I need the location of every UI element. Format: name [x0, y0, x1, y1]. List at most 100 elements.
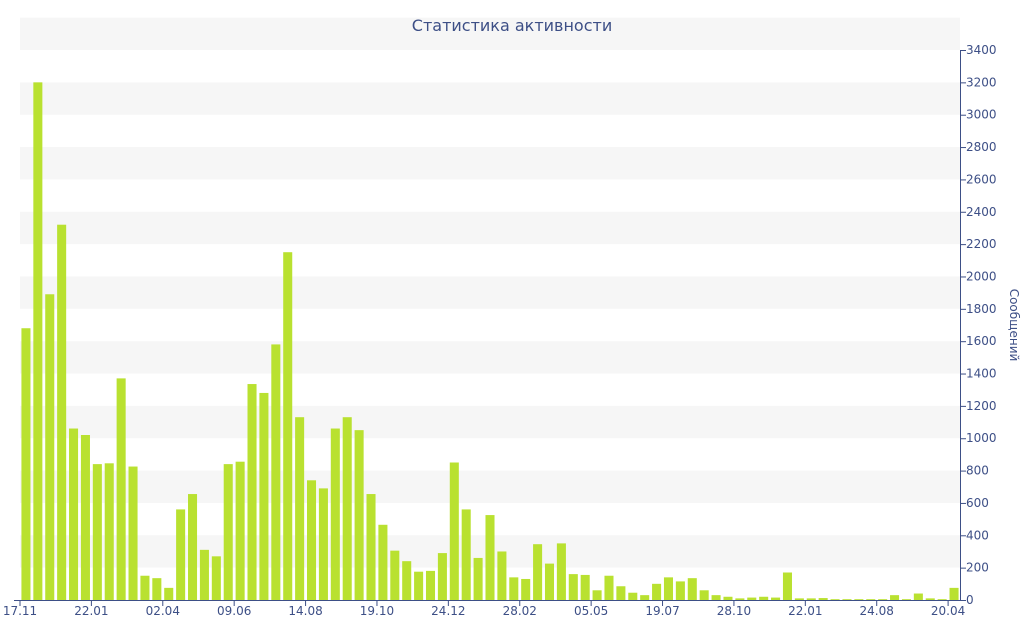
bar: [699, 590, 709, 600]
y-tick-label: 3400: [966, 43, 997, 57]
bar: [69, 428, 79, 600]
x-tick-label: 20.04: [931, 604, 965, 618]
y-tick-label: 2000: [966, 269, 997, 283]
grid-band: [20, 82, 960, 115]
y-tick-label: 2200: [966, 237, 997, 251]
x-tick-label: 02.04: [146, 604, 180, 618]
bar: [604, 575, 614, 600]
bar: [199, 549, 209, 600]
bar: [259, 392, 269, 600]
bar: [771, 597, 781, 600]
x-tick-label: 19.07: [645, 604, 679, 618]
x-tick-label: 24.12: [431, 604, 465, 618]
y-tick-label: 0: [966, 593, 974, 607]
x-tick-label: 22.01: [74, 604, 108, 618]
y-tick-label: 2800: [966, 140, 997, 154]
bar: [485, 515, 495, 600]
bar: [211, 556, 221, 600]
bar: [80, 435, 90, 600]
bar: [652, 583, 662, 600]
bar: [21, 328, 31, 600]
bar: [544, 563, 555, 600]
bar: [188, 494, 198, 600]
bar: [747, 597, 757, 600]
bar: [461, 509, 471, 600]
bar: [509, 577, 519, 600]
y-tick-label: 2600: [966, 172, 997, 186]
y-tick-label: 2400: [966, 205, 997, 219]
x-tick-label: 14.08: [288, 604, 322, 618]
y-tick-label: 3000: [966, 108, 997, 122]
x-tick-label: 19.10: [360, 604, 394, 618]
bar: [318, 488, 328, 600]
bar: [223, 464, 233, 600]
bar: [925, 598, 935, 600]
bar: [782, 572, 792, 600]
bar: [616, 586, 626, 600]
bar: [842, 599, 852, 600]
bar: [306, 480, 317, 600]
axes-group: 0 200 400 600 800 1000 1200 1400 1600 1800 2000 220…: [3, 43, 997, 618]
bar: [759, 596, 769, 600]
y-tick-label: 3200: [966, 75, 997, 89]
bar: [378, 524, 388, 600]
bar: [247, 384, 257, 600]
y-tick-label: 1400: [966, 367, 997, 381]
bar: [521, 578, 531, 600]
bar: [330, 428, 340, 600]
bar: [57, 224, 67, 601]
bar: [366, 494, 376, 600]
bar: [818, 598, 828, 600]
bar: [568, 574, 578, 600]
bar: [628, 592, 638, 600]
x-tick-label: 28.10: [717, 604, 751, 618]
bar: [116, 378, 126, 600]
bar: [592, 590, 602, 600]
bar: [271, 344, 281, 600]
bar: [687, 578, 697, 600]
bar: [794, 598, 804, 600]
bar: [675, 581, 685, 600]
bar: [735, 598, 745, 600]
x-tick-label: 17.11: [3, 604, 37, 618]
bar: [878, 599, 888, 600]
grid-bands: [20, 17, 960, 568]
bar: [723, 596, 733, 600]
grid-band: [20, 470, 960, 503]
bar: [295, 417, 305, 600]
bar: [580, 574, 590, 600]
bar: [913, 593, 923, 600]
bar: [497, 551, 507, 600]
bar: [354, 430, 364, 600]
y-tick-label: 1200: [966, 399, 997, 413]
bar: [33, 82, 43, 600]
x-tick-label: 28.02: [503, 604, 537, 618]
bar: [711, 595, 721, 600]
y-tick-label: 800: [966, 464, 989, 478]
bar: [866, 599, 876, 600]
bar: [806, 598, 816, 600]
grid-band: [20, 276, 960, 309]
bar: [949, 587, 959, 600]
bar: [414, 571, 424, 600]
x-tick-label: 05.05: [574, 604, 608, 618]
bar: [104, 463, 114, 600]
x-tick-label: 22.01: [788, 604, 822, 618]
y-axis-title: Сообщений: [1007, 289, 1021, 362]
bar: [152, 578, 162, 600]
bar: [164, 587, 174, 600]
bar: [890, 595, 900, 600]
bar: [342, 417, 352, 600]
bar: [235, 461, 245, 600]
y-tick-label: 1600: [966, 334, 997, 348]
bar: [140, 575, 150, 600]
bar: [425, 570, 436, 600]
bar: [128, 466, 138, 600]
grid-band: [20, 405, 960, 439]
y-tick-label: 600: [966, 496, 989, 510]
bar: [176, 509, 186, 600]
bar: [437, 553, 447, 600]
y-tick-label: 1000: [966, 431, 997, 445]
